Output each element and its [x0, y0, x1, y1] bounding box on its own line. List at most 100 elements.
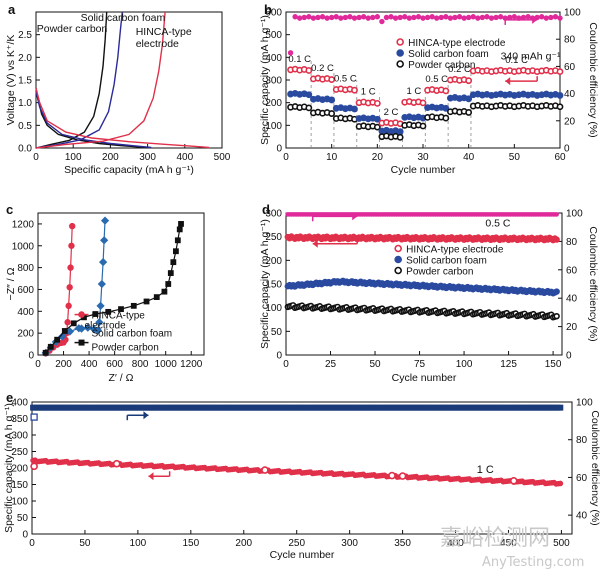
panel-d-xtick-label: 0 — [283, 359, 289, 370]
panel-c-point — [100, 236, 109, 245]
panel-e-ytick-label: 0 — [22, 530, 28, 541]
panel-d-xtick-label: 100 — [456, 359, 473, 370]
panel-c-legend-label-1b: electrode — [85, 321, 127, 332]
panel-b-ce-point — [493, 14, 499, 21]
panel-c-point — [165, 281, 172, 287]
panel-d-xtick-label: 25 — [325, 359, 337, 370]
panel-c-ytick-label: 200 — [17, 329, 34, 340]
panel-b-ce-point — [548, 14, 554, 21]
panel-b-ce-point — [379, 18, 385, 25]
panel-b-xtick-label: 30 — [417, 152, 429, 163]
panel-b-xtick-label: 50 — [509, 152, 521, 163]
panel-b-ce-point — [388, 14, 394, 20]
panel-c-ytick-label: 1000 — [12, 241, 35, 252]
panel-b-ce-point — [370, 14, 376, 21]
panel-d-ytick-label: 300 — [265, 209, 282, 220]
panel-c-point — [153, 294, 160, 301]
panel-c-point — [65, 302, 72, 310]
panel-c-point — [167, 270, 174, 276]
panel-b-rate-label: 0.5 C — [334, 74, 357, 85]
panel-d-y2tick-label: 0 — [566, 351, 572, 362]
panel-d-y2tick-label: 40 — [566, 294, 578, 305]
panel-d-legend-label: Powder carbon — [406, 267, 473, 278]
panel-e-annotation: 1 C — [477, 464, 494, 476]
panel-b-ce-point — [415, 14, 422, 20]
panel-b-ce-point — [406, 15, 412, 21]
panel-a-charge-1 — [35, 11, 123, 149]
panel-d-y2label: Coulombic efficiency (%) — [587, 226, 599, 341]
panel-b-foam-point — [465, 95, 473, 103]
panel-c-point — [93, 326, 103, 335]
panel-c-point — [173, 248, 179, 255]
panel-b-ce-point — [438, 14, 444, 21]
panel-a-ylabel: Voltage (V) vs K⁺/K — [5, 35, 17, 126]
panel-b-ce-point — [342, 14, 349, 21]
panel-e-outlier — [388, 471, 396, 480]
panel-b-ce-point — [520, 14, 527, 21]
panel-b-foam-point — [351, 105, 358, 113]
panel-b-xtick-label: 0 — [283, 152, 289, 163]
panel-c-xtick-label: 1000 — [155, 359, 178, 370]
panel-b-ce-point — [539, 14, 545, 20]
panel-d-legend-marker — [394, 244, 402, 253]
panel-a-discharge-2 — [35, 88, 210, 149]
panel-a-xlabel: Specific capacity (mA h g⁻¹) — [64, 164, 194, 176]
panel-b-hinca-point — [373, 99, 381, 107]
panel-b-hinca-point — [419, 99, 427, 107]
watermark-url: AnyTesting.com — [482, 555, 584, 570]
panel-d-ce-point — [554, 212, 559, 217]
panel-b-ytick-label: 100 — [265, 121, 282, 132]
panel-c-point — [100, 216, 110, 225]
panel-b-ce-point — [552, 14, 559, 20]
panel-b-ce-point — [488, 15, 495, 21]
panel-e-y2tick-label: 100 — [576, 398, 593, 409]
panel-b-ce-point — [360, 14, 367, 20]
figure-layer: a0 100 200 300 400 5000.00.51.01.52.02.5Powde… — [3, 2, 600, 561]
panel-d-foam-point — [553, 288, 560, 295]
panel-b-ce-point — [461, 15, 467, 21]
panel-b-legend-marker — [396, 60, 404, 68]
panel-c-point — [178, 221, 184, 227]
panel-e-xtick-label: 200 — [235, 538, 252, 549]
panel-d-y2tick-label: 80 — [566, 237, 578, 248]
panel-b-foam-point — [305, 91, 313, 99]
panel-c-point — [67, 264, 74, 271]
panel-b-hinca-point — [556, 68, 564, 76]
panel-d-y2tick-label: 60 — [566, 265, 578, 276]
panel-a-label-hinca-2: electrode — [136, 38, 179, 50]
panel-c-point — [42, 349, 49, 356]
panel-e-ytick-label: 300 — [11, 431, 28, 442]
panel-b-ce-point — [424, 14, 431, 21]
panel-b-ce-point — [456, 14, 463, 20]
panel-d-annotation: 0.5 C — [485, 217, 511, 229]
panel-e-outlier — [261, 466, 269, 474]
panel-d-xtick-label: 125 — [500, 359, 517, 370]
panel-c-point — [97, 279, 106, 289]
panel-b-ytick-label: 0 — [276, 144, 282, 155]
panel-b-powder-point — [396, 133, 404, 141]
panel-b-ce-point — [525, 14, 531, 20]
panel-b-ce-point — [484, 14, 490, 20]
panel-b-hinca-point — [442, 87, 450, 95]
panel-b-ce-point — [470, 14, 476, 20]
panel-d-y2tick-label: 20 — [566, 322, 578, 333]
panel-d-legend-marker — [394, 255, 402, 264]
panel-b-powder-point — [373, 123, 381, 131]
panel-b-ce-point — [328, 14, 335, 21]
panel-b-ce-point — [511, 14, 518, 20]
panel-a-charge-0 — [35, 11, 108, 149]
panel-b-powder-point — [328, 110, 336, 117]
panel-d-legend-label: Solid carbon foam — [406, 256, 487, 267]
panel-e-xtick-label: 400 — [447, 538, 464, 549]
panel-b-ce-arrow-head — [532, 15, 538, 24]
panel-b-cap-arrow — [505, 76, 538, 86]
panel-c-point — [92, 311, 99, 317]
panel-c-legend-marker — [78, 311, 85, 318]
panel-c-point — [161, 288, 168, 295]
panel-b-foam-point — [556, 92, 564, 99]
panel-e-xtick-label: 300 — [341, 538, 358, 549]
panel-c-legend-label-1a: HINCA-type — [92, 311, 146, 322]
panel-b-legend-marker — [396, 38, 404, 46]
panel-a-xtick-label: 500 — [214, 152, 231, 163]
panel-e-ce-first — [30, 413, 38, 421]
